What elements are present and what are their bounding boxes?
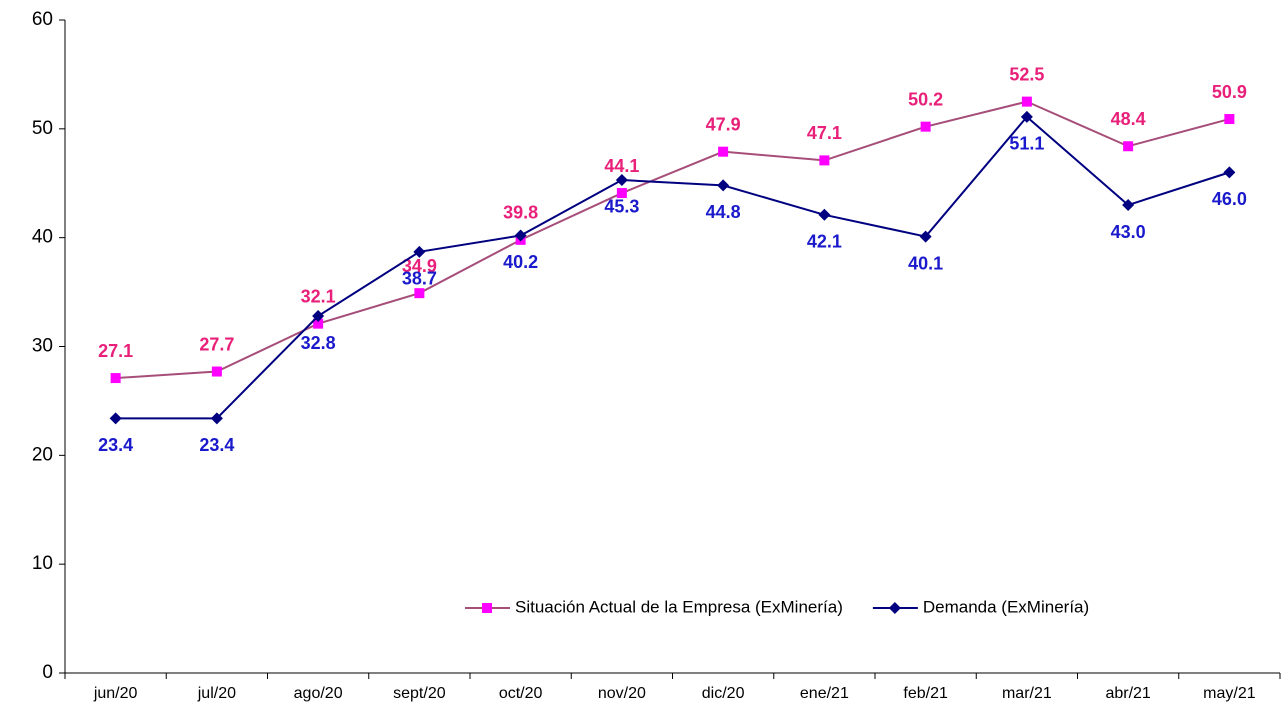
data-label: 27.1 bbox=[98, 341, 133, 361]
x-tick-label: dic/20 bbox=[702, 685, 745, 702]
data-label: 47.9 bbox=[706, 114, 741, 134]
series-line bbox=[115, 115, 1230, 420]
y-tick-label: 60 bbox=[32, 9, 53, 30]
x-tick-label: jun/20 bbox=[93, 685, 138, 702]
data-label: 40.1 bbox=[908, 253, 943, 273]
data-point bbox=[1223, 166, 1236, 179]
x-tick-label: ene/21 bbox=[800, 685, 849, 702]
data-point bbox=[718, 146, 729, 157]
y-tick-label: 20 bbox=[32, 444, 53, 465]
data-label: 51.1 bbox=[1009, 134, 1044, 154]
data-label: 32.1 bbox=[301, 286, 336, 306]
data-point bbox=[514, 229, 527, 242]
data-point bbox=[1122, 199, 1135, 212]
data-point bbox=[1020, 110, 1033, 123]
data-point bbox=[1224, 114, 1235, 125]
data-label: 52.5 bbox=[1009, 64, 1044, 84]
x-tick-label: nov/20 bbox=[598, 685, 646, 702]
y-tick-label: 0 bbox=[42, 662, 53, 683]
data-point bbox=[920, 121, 931, 132]
data-label: 44.8 bbox=[706, 202, 741, 222]
data-label: 45.3 bbox=[604, 197, 639, 217]
legend-marker bbox=[888, 602, 901, 614]
y-tick-label: 10 bbox=[32, 553, 53, 574]
data-label: 47.1 bbox=[807, 123, 842, 143]
legend-marker bbox=[482, 603, 492, 613]
data-label: 43.0 bbox=[1111, 222, 1146, 242]
y-tick-label: 50 bbox=[32, 118, 53, 139]
data-label: 23.4 bbox=[199, 435, 234, 455]
x-tick-label: feb/21 bbox=[903, 685, 948, 702]
x-tick-label: mar/21 bbox=[1002, 685, 1052, 702]
data-point bbox=[211, 366, 222, 377]
data-point bbox=[616, 188, 627, 199]
data-label: 39.8 bbox=[503, 203, 538, 223]
x-tick-label: jul/20 bbox=[197, 685, 236, 702]
data-label: 44.1 bbox=[604, 156, 639, 176]
x-tick-label: oct/20 bbox=[499, 685, 543, 702]
data-point bbox=[313, 318, 324, 329]
data-label: 42.1 bbox=[807, 232, 842, 252]
x-tick-label: abr/21 bbox=[1105, 685, 1150, 702]
y-tick-label: 30 bbox=[32, 336, 53, 357]
data-point bbox=[615, 173, 628, 186]
data-point bbox=[818, 208, 831, 221]
data-label: 50.2 bbox=[908, 89, 943, 109]
data-label: 38.7 bbox=[402, 269, 437, 289]
data-label: 27.7 bbox=[199, 334, 234, 354]
data-label: 23.4 bbox=[98, 435, 133, 455]
legend-label: Demanda (ExMinería) bbox=[923, 597, 1089, 616]
data-label: 50.9 bbox=[1212, 82, 1247, 102]
data-label: 46.0 bbox=[1212, 189, 1247, 209]
y-tick-label: 40 bbox=[32, 227, 53, 248]
legend-label: Situación Actual de la Empresa (ExMinerí… bbox=[515, 597, 843, 616]
data-point bbox=[210, 412, 223, 425]
data-point bbox=[109, 412, 122, 425]
data-label: 32.8 bbox=[301, 333, 336, 353]
data-point bbox=[919, 230, 932, 243]
data-point bbox=[414, 288, 425, 299]
data-point bbox=[717, 179, 730, 192]
data-point bbox=[413, 245, 426, 258]
series-line bbox=[115, 100, 1230, 380]
data-point bbox=[110, 373, 121, 384]
x-tick-label: sept/20 bbox=[393, 685, 446, 702]
x-tick-label: may/21 bbox=[1203, 685, 1256, 702]
data-point bbox=[819, 155, 830, 166]
data-point bbox=[312, 310, 325, 323]
data-label: 48.4 bbox=[1111, 109, 1146, 129]
x-tick-label: ago/20 bbox=[294, 685, 343, 702]
data-point bbox=[1123, 141, 1134, 152]
data-label: 34.9 bbox=[402, 256, 437, 276]
data-point bbox=[1021, 96, 1032, 107]
data-label: 40.2 bbox=[503, 252, 538, 272]
